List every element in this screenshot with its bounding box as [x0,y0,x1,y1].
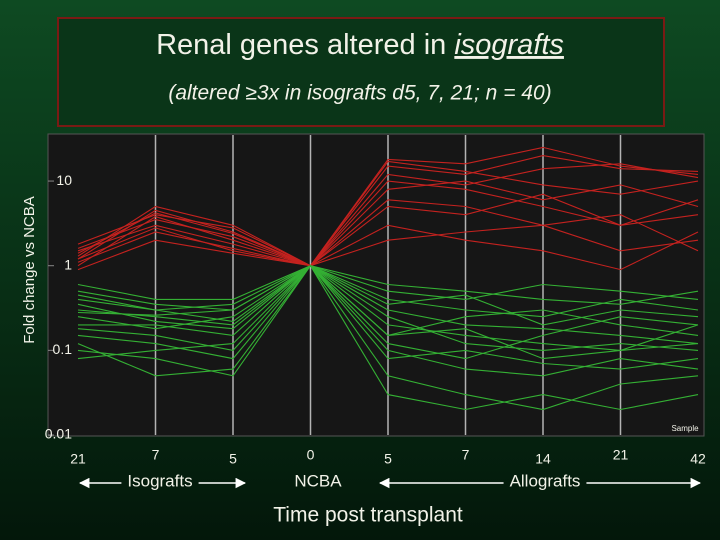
title-emphasis: isografts [454,29,564,61]
chart-title: Renal genes altered in isografts [156,29,564,61]
series-line [77,146,699,267]
series-line [77,265,699,345]
series-line [77,265,699,351]
title-text: Renal genes altered in [156,29,446,61]
series-line [77,199,699,267]
series-line [77,160,699,267]
series-line [77,264,699,377]
y-tick-label: 0.1 [53,341,73,357]
x-tick-label: 7 [462,447,470,463]
series-line [77,264,699,377]
series-line [77,193,699,267]
x-axis-label: Time post transplant [273,504,463,527]
x-tick-label: 7 [152,447,160,463]
y-tick-label: 1 [64,256,72,272]
series-line [77,214,699,267]
x-tick-label: 21 [70,451,86,467]
plot-area [47,133,705,437]
series-line [77,265,699,300]
series-line [77,264,699,360]
series-line [78,264,699,377]
group-label: Isografts [127,471,192,490]
watermark: Sample [671,424,699,433]
y-tick-label: 0.01 [45,426,72,442]
series-line [77,264,699,411]
series-line [77,180,699,267]
series-line [77,205,699,271]
title-box [57,17,665,127]
series-line [77,265,699,326]
group-label: NCBA [294,471,342,490]
x-tick-label: 5 [384,451,392,467]
series-line [77,163,699,271]
group-label: Allografts [510,471,581,490]
x-tick-label: 0 [307,447,315,463]
y-axis-label: Fold change vs NCBA [21,196,38,344]
x-tick-label: 5 [229,451,237,467]
x-tick-label: 21 [613,447,629,463]
x-tick-label: 14 [535,451,551,467]
series-line [77,265,699,318]
y-tick-label: 10 [56,172,72,188]
x-tick-label: 42 [690,451,706,467]
series-line [77,180,699,267]
series-line [77,155,699,267]
subtitle: (altered ≥3x in isografts d5, 7, 21; n =… [168,82,551,105]
series-line [77,265,699,311]
